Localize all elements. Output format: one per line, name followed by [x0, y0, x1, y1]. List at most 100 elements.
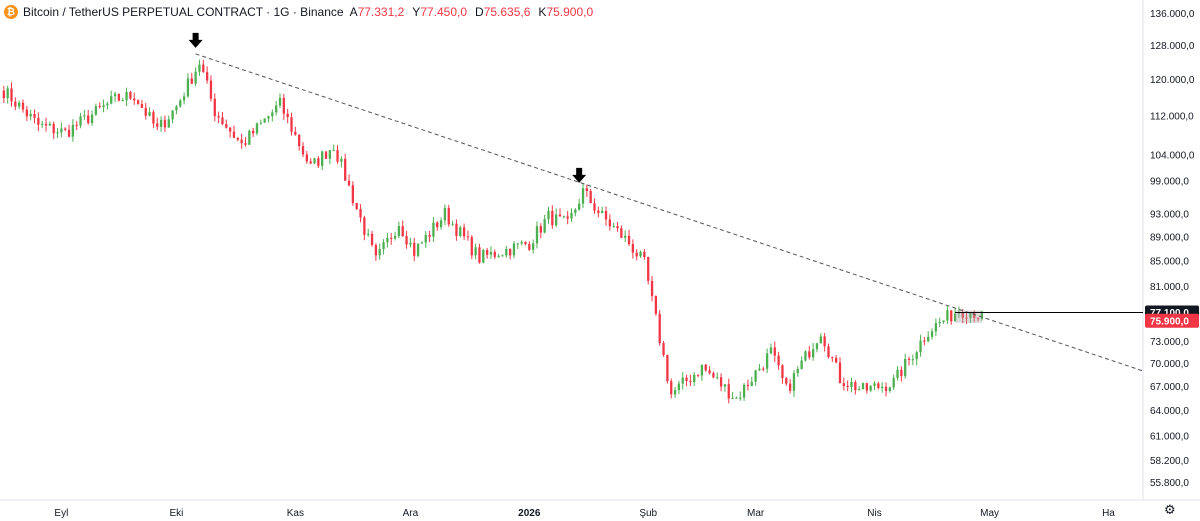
candle-down [436, 222, 439, 228]
candle-up [48, 123, 52, 126]
candle-down [727, 384, 730, 399]
candle-down [719, 377, 723, 387]
x-tick-label: Ara [403, 508, 419, 519]
candle-down [236, 137, 239, 140]
candle-down [251, 130, 255, 134]
candle-down [44, 123, 48, 126]
candle-down [781, 365, 784, 379]
candle-up [125, 92, 128, 101]
candle-down [401, 226, 404, 237]
candle-up [148, 112, 151, 116]
candle-up [520, 242, 523, 244]
candle-up [681, 377, 684, 384]
candle-down [466, 236, 470, 238]
candle-down [240, 139, 243, 144]
candle-down [976, 317, 980, 319]
candle-up [811, 349, 815, 358]
candle-down [528, 244, 531, 250]
y-tick-label: 99.000,0 [1150, 176, 1189, 187]
candle-up [819, 336, 822, 344]
candle-up [489, 251, 493, 255]
candle-up [443, 208, 447, 221]
candle-down [140, 104, 144, 108]
y-tick-label: 112.000,0 [1150, 111, 1194, 122]
candle-up [858, 389, 861, 391]
symbol-title[interactable]: Bitcoin / TetherUS PERPETUAL CONTRACT · … [23, 5, 344, 19]
candle-down [152, 112, 155, 124]
candle-down [635, 252, 638, 257]
candle-down [225, 124, 228, 128]
candle-up [6, 88, 9, 99]
candle-up [911, 359, 915, 361]
candle-down [133, 98, 136, 101]
candle-up [800, 360, 803, 369]
candle-up [474, 247, 477, 256]
candle-down [209, 80, 213, 99]
candle-down [298, 134, 301, 147]
candle-up [930, 331, 934, 337]
candle-up [332, 150, 335, 152]
candle-down [317, 158, 320, 166]
candle-down [33, 113, 36, 118]
candle-up [927, 336, 930, 342]
candle-up [873, 383, 876, 386]
close-label: K [538, 5, 547, 19]
candle-down [478, 247, 481, 263]
price-range-box [955, 310, 982, 323]
candle-down [202, 64, 205, 73]
gear-icon[interactable]: ⚙ [1164, 503, 1176, 518]
candle-down [336, 150, 339, 162]
candle-down [244, 143, 247, 145]
candle-down [620, 228, 623, 238]
price-badge-label-1: 77.100,0 [1150, 308, 1189, 319]
low-label: D [475, 5, 484, 19]
candle-up [723, 384, 727, 387]
candle-down [670, 381, 673, 395]
candle-up [869, 385, 872, 391]
candle-up [378, 249, 381, 256]
candle-down [136, 100, 140, 105]
candle-up [60, 128, 63, 133]
candle-down [217, 116, 220, 118]
candle-up [735, 397, 738, 399]
candle-up [167, 119, 170, 128]
candle-up [171, 110, 174, 120]
candle-down [10, 88, 13, 102]
price-badge-label-2: 75.900,0 [1150, 316, 1189, 327]
candle-up [106, 103, 109, 106]
candle-down [923, 340, 926, 342]
candle-down [558, 214, 562, 217]
candle-up [815, 343, 819, 350]
y-tick-label: 67.000,0 [1150, 382, 1189, 393]
candle-down [324, 151, 328, 159]
candle-down [355, 203, 358, 209]
down-arrow-marker-1 [188, 32, 203, 48]
candle-down [650, 280, 654, 296]
candle-up [601, 210, 604, 214]
candle-down [838, 362, 842, 384]
candle-down [190, 78, 193, 84]
candle-up [804, 351, 807, 361]
candle-up [574, 209, 577, 213]
x-tick-label: Ha [1102, 508, 1115, 519]
y-tick-label: 104.000,0 [1150, 150, 1195, 161]
candle-down [973, 312, 976, 318]
candle-up [451, 223, 454, 225]
candle-up [497, 256, 500, 258]
candle-up [159, 119, 163, 127]
candle-down [447, 208, 450, 225]
candle-down [87, 115, 90, 124]
candle-down [647, 257, 650, 281]
low-value: 75.635,6 [483, 5, 531, 19]
candle-up [271, 112, 274, 117]
candle-up [198, 64, 201, 72]
candle-up [90, 114, 94, 124]
candle-up [969, 312, 972, 319]
candle-down [708, 370, 711, 374]
candle-up [700, 364, 704, 376]
candle-up [94, 106, 98, 115]
chart-header: ₿ Bitcoin / TetherUS PERPETUAL CONTRACT … [4, 4, 595, 20]
candle-down [25, 109, 28, 117]
candle-up [946, 310, 949, 321]
